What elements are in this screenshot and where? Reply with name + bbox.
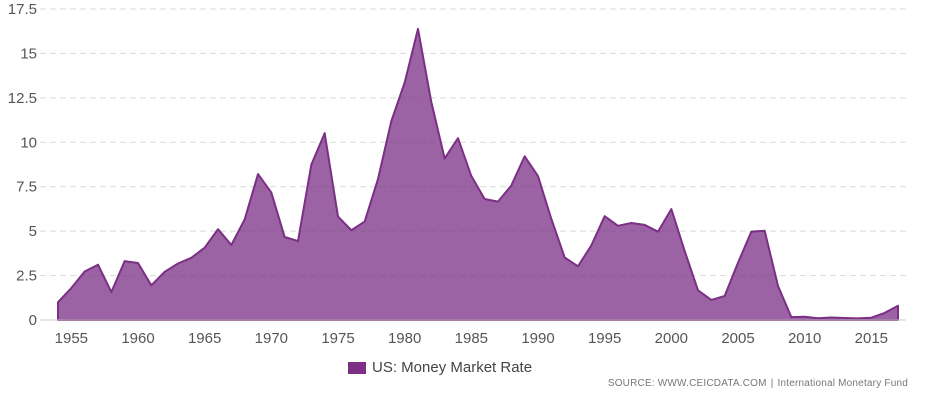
source-note: SOURCE: WWW.CEICDATA.COM | International M… <box>608 378 908 389</box>
legend-swatch <box>348 361 366 374</box>
x-tick-label: 1985 <box>455 330 488 347</box>
series-area <box>57 27 899 321</box>
y-tick-label: 7.5 <box>16 179 37 196</box>
x-axis: 1955 1960 1965 1970 1975 1980 1985 1990 1995 2000… <box>40 319 906 347</box>
x-tick-label: 1990 <box>521 330 554 347</box>
x-tick-label: 2000 <box>655 330 688 347</box>
source-separator: | <box>770 378 774 389</box>
x-tick-label: 1960 <box>121 330 154 347</box>
x-tick-label: 1955 <box>55 330 88 347</box>
y-tick-label: 17.5 <box>8 1 37 18</box>
legend[interactable]: US: Money Market Rate <box>348 359 532 376</box>
x-tick-label: 1975 <box>321 330 354 347</box>
y-tick-label: 0 <box>29 312 37 329</box>
x-tick-label: 1995 <box>588 330 621 347</box>
x-tick-label: 1980 <box>388 330 421 347</box>
y-tick-label: 5 <box>29 223 37 240</box>
y-tick-label: 10 <box>20 134 37 151</box>
x-tick-label: 2015 <box>855 330 888 347</box>
y-tick-label: 2.5 <box>16 268 37 285</box>
y-axis: 0 2.5 5 7.5 10 12.5 15 17.5 <box>8 1 37 329</box>
x-tick-label: 2005 <box>721 330 754 347</box>
source-provider: International Monetary Fund <box>777 378 908 389</box>
series-area-shape[interactable] <box>57 27 899 321</box>
x-tick-label: 1970 <box>255 330 288 347</box>
source-text: SOURCE: WWW.CEICDATA.COM <box>607 378 767 389</box>
x-tick-label: 2010 <box>788 330 821 347</box>
y-tick-label: 15 <box>20 45 37 62</box>
x-tick-label: 1965 <box>188 330 221 347</box>
y-tick-label: 12.5 <box>8 90 37 107</box>
legend-label: US: Money Market Rate <box>372 359 533 376</box>
